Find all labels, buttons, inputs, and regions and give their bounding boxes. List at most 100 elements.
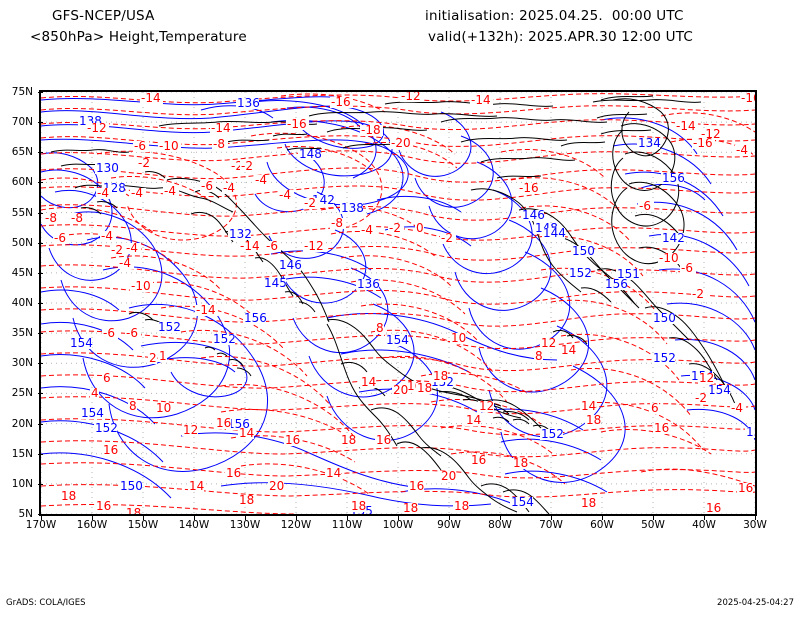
contour-label-backdrop (585, 415, 601, 426)
contour-label-backdrop (350, 501, 366, 512)
contour-label-backdrop (102, 373, 111, 384)
temperature-contour-label: -16 (519, 181, 539, 195)
contour-label-backdrop (148, 353, 157, 364)
y-axis-tick-label: 10N (11, 477, 33, 490)
height-contour-label: 150 (572, 244, 595, 258)
contour-label-backdrop (95, 501, 111, 512)
model-name-label: GFS-NCEP/USA (52, 8, 155, 24)
contour-label-backdrop (510, 497, 533, 508)
x-axis-tick-label: 100W (382, 519, 414, 531)
contour-label-backdrop (110, 245, 126, 256)
temperature-contour-label: 20 (441, 469, 456, 483)
contour-label-backdrop (652, 313, 675, 324)
height-contour-label: 154 (511, 495, 534, 509)
temperature-contour-label: 14 (581, 399, 596, 413)
contour-label-backdrop (163, 186, 179, 197)
contour-label-backdrop (571, 246, 594, 257)
contour-label-backdrop (238, 428, 254, 439)
height-contour-label: 152 (653, 351, 676, 365)
contour-label-backdrop (560, 345, 576, 356)
temperature-contour-label: 18 (581, 496, 596, 510)
temperature-contour-label: -14 (676, 119, 696, 133)
contour-label-backdrop (265, 241, 281, 252)
contour-label-backdrop (652, 353, 675, 364)
contour-label-backdrop (95, 163, 118, 174)
contour-label-backdrop (80, 408, 103, 419)
contour-label-backdrop (388, 223, 404, 234)
y-axis-tick-label: 35N (11, 327, 33, 340)
temperature-contour-label: -14 (471, 93, 491, 107)
contour-label-backdrop (540, 338, 556, 349)
y-axis-tick-label: 55N (11, 206, 33, 219)
contour-label-backdrop (210, 123, 233, 134)
contour-label-backdrop (408, 481, 424, 492)
contour-label-backdrop (102, 328, 118, 339)
x-axis-tick-label: 130W (229, 519, 261, 531)
height-contour-label: 144 (543, 226, 566, 240)
initialisation-label: initialisation: 2025.04.25. 00:00 UTC (425, 8, 684, 24)
contour-label-backdrop (226, 419, 249, 430)
contour-label-backdrop (86, 123, 109, 134)
temperature-contour-label: 8 (129, 399, 137, 413)
contour-label-backdrop (200, 181, 216, 192)
contour-label-backdrop (402, 503, 418, 514)
temperature-contour-label: -8 (331, 216, 343, 230)
temperature-contour-label: 10 (156, 401, 171, 415)
temperature-contour-label: -4 (279, 188, 291, 202)
height-contour-label: 130 (96, 161, 119, 175)
contour-label-backdrop (243, 313, 266, 324)
contour-label-backdrop (737, 483, 753, 494)
temperature-contour-label: -2 (241, 159, 253, 173)
temperature-contour-label: -12 (87, 121, 107, 135)
valid-time-label: valid(+132h): 2025.APR.30 12:00 UTC (428, 29, 693, 45)
height-contour-label: 154 (708, 383, 731, 397)
contour-label-backdrop (542, 228, 565, 239)
height-contour-label: 156 (605, 277, 628, 291)
height-contour-label: 150 (653, 311, 676, 325)
temperature-contour-label: 2 (149, 351, 157, 365)
temperature-contour-label: 12 (541, 336, 556, 350)
contour-label-backdrop (182, 425, 198, 436)
temperature-contour-label: -4 (126, 241, 138, 255)
temperature-contour-label: 1 (159, 349, 167, 363)
height-contour-label: 142 (662, 231, 685, 245)
temperature-contour-group (41, 93, 755, 514)
contour-label-backdrop (360, 225, 376, 236)
temperature-contour-label: -14 (141, 92, 161, 105)
contour-label-backdrop (155, 403, 171, 414)
contour-map-plot: 1361381301281421341321461481501521511561… (39, 90, 757, 516)
contour-label-backdrop (745, 427, 755, 438)
contour-label-backdrop (478, 401, 494, 412)
temperature-contour-label: -4 (223, 181, 235, 195)
contour-label-backdrop (102, 183, 125, 194)
temperature-contour-label: -8 (71, 211, 83, 225)
temperature-label-group: -14-16-12-14-16-12-16-14-18-14-12-10-8-2… (44, 92, 755, 514)
x-axis-tick-label: 120W (280, 519, 312, 531)
temperature-contour-label: 18 (417, 381, 432, 395)
height-contour-label: 132 (229, 227, 252, 241)
x-axis-tick-label: 40W (692, 519, 716, 531)
temperature-contour-label: 18 (341, 433, 356, 447)
height-contour-label: 138 (341, 201, 364, 215)
contour-map-svg: 1361381301281421341321461481501521511561… (41, 92, 755, 514)
temperature-contour-label: 6 (651, 401, 659, 415)
temperature-contour-label: 4 (91, 386, 99, 400)
temperature-contour-label: 14 (189, 479, 204, 493)
temperature-contour-label: -4 (119, 256, 131, 270)
contour-label-backdrop (263, 278, 286, 289)
height-contour-label: 151 (617, 267, 640, 281)
contour-label-backdrop (432, 371, 448, 382)
height-label-group: 1361381301281421341321461481501521511561… (69, 96, 755, 514)
temperature-contour-label: 8 (535, 349, 543, 363)
contour-label-backdrop (340, 203, 363, 214)
temperature-contour-label: 12 (479, 399, 494, 413)
contour-label-backdrop (330, 97, 353, 108)
temperature-contour-label: 16 (96, 499, 111, 513)
contour-label-backdrop (140, 93, 163, 104)
contour-label-backdrop (158, 351, 167, 362)
temperature-contour-label: 8 (376, 321, 384, 335)
chart-header: GFS-NCEP/USA <850hPa> Height,Temperature… (0, 0, 800, 52)
temperature-contour-label: -2 (138, 156, 150, 170)
temperature-contour-label: -12 (304, 239, 324, 253)
y-axis-tick-label: 50N (11, 236, 33, 249)
